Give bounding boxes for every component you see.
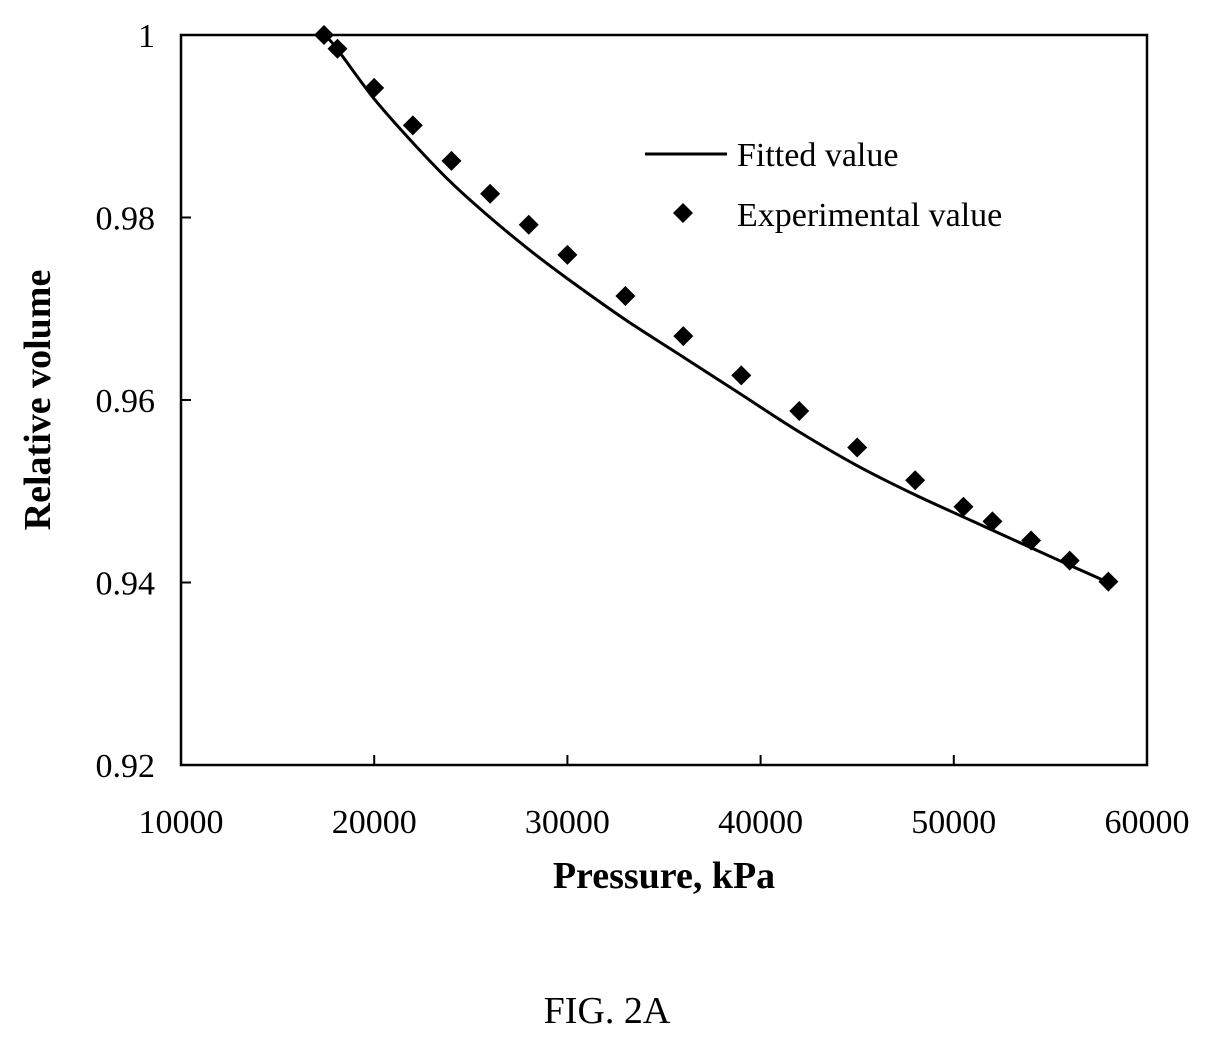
x-tick-label: 50000 xyxy=(911,804,996,841)
experimental-point xyxy=(480,183,501,204)
experimental-point xyxy=(364,77,385,98)
experimental-point xyxy=(982,511,1003,532)
x-tick-label: 60000 xyxy=(1105,804,1190,841)
x-tick-label: 20000 xyxy=(332,804,417,841)
experimental-point xyxy=(731,365,752,386)
experimental-point xyxy=(615,285,636,306)
y-tick-label: 1 xyxy=(138,18,155,55)
experimental-point xyxy=(789,400,810,421)
experimental-point xyxy=(847,437,868,458)
experimental-point xyxy=(557,244,578,265)
experimental-point xyxy=(1059,550,1080,571)
experimental-point xyxy=(1021,530,1042,551)
experimental-point xyxy=(518,214,539,235)
experimental-point xyxy=(673,326,694,347)
legend: Fitted value Experimental value xyxy=(645,137,1002,234)
experimental-point xyxy=(402,115,423,136)
experimental-point xyxy=(1098,571,1119,592)
x-tick-label: 30000 xyxy=(525,804,610,841)
figure-caption: FIG. 2A xyxy=(544,990,671,1032)
y-axis-title: Relative volume xyxy=(17,270,59,531)
experimental-point xyxy=(905,470,926,491)
experimental-point xyxy=(313,25,334,45)
x-axis-ticks: 10000 20000 30000 40000 50000 60000 xyxy=(139,755,1190,841)
y-axis-ticks: 0.92 0.94 0.96 0.98 1 xyxy=(96,18,191,785)
legend-label-experimental: Experimental value xyxy=(737,197,1002,234)
plot-frame xyxy=(179,33,1149,767)
experimental-point xyxy=(327,38,348,59)
legend-label-fitted: Fitted value xyxy=(737,137,898,174)
y-tick-label: 0.94 xyxy=(96,566,156,603)
series-layer xyxy=(313,25,1119,592)
x-tick-label: 40000 xyxy=(718,804,803,841)
legend-diamond-swatch xyxy=(673,203,693,223)
x-axis-title: Pressure, kPa xyxy=(553,855,775,897)
y-tick-label: 0.92 xyxy=(96,748,156,785)
fitted-value-line xyxy=(322,33,1110,584)
y-tick-label: 0.96 xyxy=(96,383,156,420)
experimental-point xyxy=(441,150,462,171)
x-tick-label: 10000 xyxy=(139,804,224,841)
experimental-point xyxy=(953,496,974,517)
y-tick-label: 0.98 xyxy=(96,201,156,238)
